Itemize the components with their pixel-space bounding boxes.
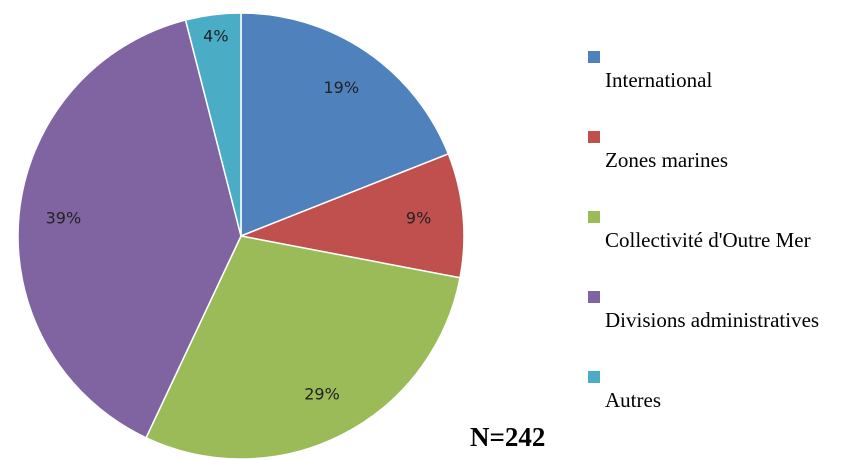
pie-slice (145, 235, 461, 460)
data-label: 39% (46, 209, 82, 228)
annotation: N=242 (470, 422, 546, 452)
pie-slice (17, 19, 242, 439)
legend-label: Zones marines (605, 147, 729, 172)
legend-item: International (588, 40, 838, 120)
legend-label: Collectivité d'Outre Mer (605, 227, 811, 252)
legend-label: Divisions administratives (605, 307, 820, 332)
legend-item: Divisions administratives (588, 280, 838, 360)
legend-swatch (588, 211, 600, 223)
data-label: 29% (304, 384, 340, 403)
data-label: 19% (323, 78, 359, 97)
legend-swatch (588, 291, 600, 303)
pie-slice (240, 12, 450, 238)
pie-slice (184, 12, 242, 237)
legend-label: Autres (605, 387, 661, 412)
legend-item: Collectivité d'Outre Mer (588, 200, 838, 280)
legend-swatch (588, 51, 600, 63)
pie-slice (238, 152, 465, 279)
legend-item: Autres (588, 360, 838, 440)
legend-label: International (605, 67, 713, 92)
legend-item: Zones marines (588, 120, 838, 200)
legend-swatch (588, 131, 600, 143)
data-label: 4% (203, 26, 228, 45)
data-label: 9% (406, 209, 431, 228)
legend-swatch (588, 371, 600, 383)
legend: International Zones marines Collectivité d… (588, 40, 838, 440)
